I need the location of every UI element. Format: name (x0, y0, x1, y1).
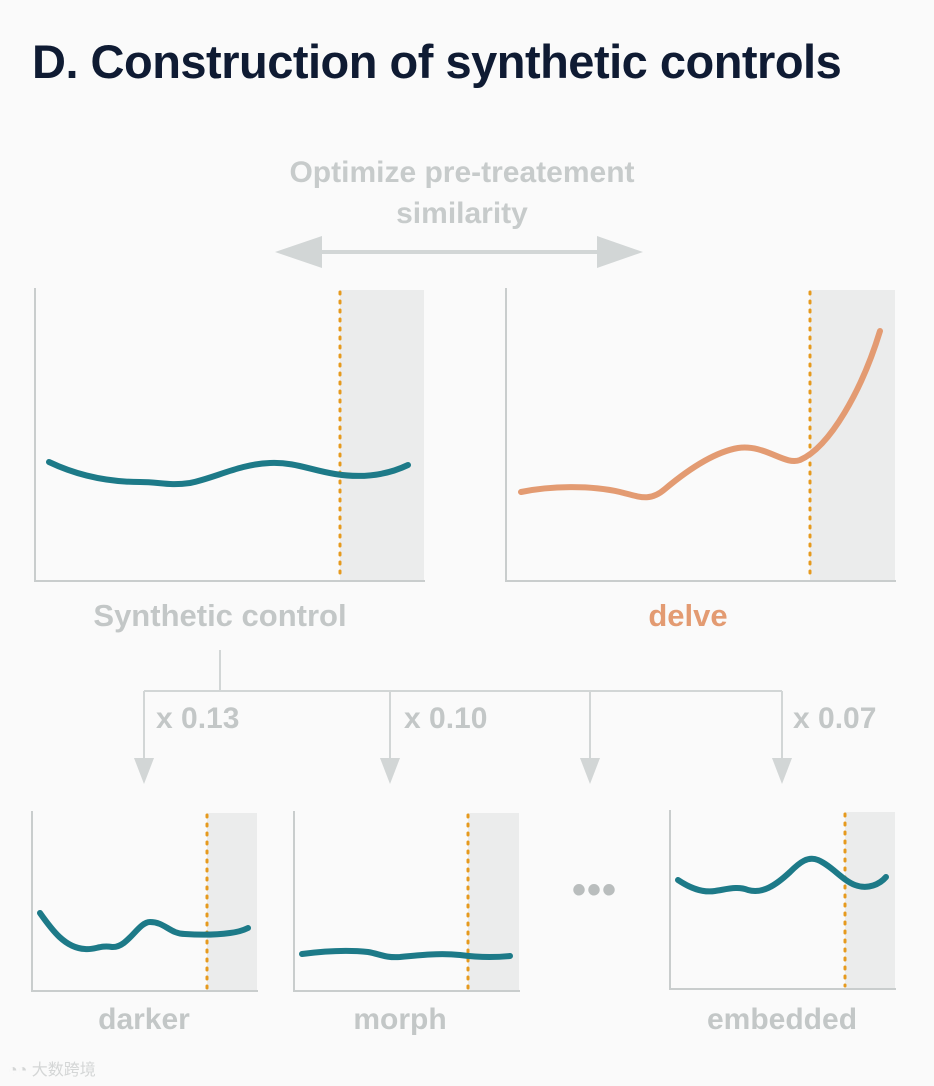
morph-label: morph (353, 1003, 447, 1036)
weight-label-2: x 0.10 (404, 702, 488, 735)
post-treatment-shade (845, 812, 895, 990)
optimize-label-line2: similarity (396, 197, 528, 230)
watermark-text: 大数跨境 (31, 1062, 96, 1079)
darker-series-line (37, 910, 251, 953)
embedded-series-line (675, 855, 889, 895)
post-treatment-shade (468, 813, 519, 992)
delve-series-line (518, 328, 883, 501)
delve-chart (505, 288, 896, 582)
weight-label-3: x 0.07 (793, 702, 877, 735)
darker-label: darker (98, 1003, 190, 1036)
embedded-chart (669, 810, 896, 990)
arrow-down-icon (580, 758, 600, 784)
arrow-down-icon (134, 758, 154, 784)
optimize-label: Optimize pre-treatement similarity (232, 152, 692, 234)
post-treatment-shade (810, 290, 895, 581)
optimize-label-line1: Optimize pre-treatement (289, 156, 635, 189)
post-treatment-shade (207, 813, 257, 992)
post-treatment-shade (340, 290, 424, 581)
page-title: D. Construction of synthetic controls (32, 35, 842, 88)
synthetic-control-label: Synthetic control (93, 598, 347, 633)
synthetic-series-line (46, 459, 411, 488)
weight-label-1: x 0.13 (156, 702, 240, 735)
arrow-down-icon (380, 758, 400, 784)
watermark-logo-icon: ◔◔ (8, 1062, 28, 1079)
delve-label: delve (648, 598, 728, 633)
arrow-down-icon (772, 758, 792, 784)
watermark: ◔◔ 大数跨境 (8, 1056, 96, 1080)
double-arrow-icon (275, 236, 643, 268)
darker-chart (31, 811, 258, 992)
synthetic-control-chart (34, 288, 425, 582)
weight-connectors (143, 650, 783, 760)
ellipsis: ••• (572, 868, 618, 912)
morph-chart (293, 811, 520, 992)
morph-series-line (299, 947, 513, 961)
arrow-down-icons (134, 758, 792, 784)
embedded-label: embedded (706, 1003, 858, 1036)
